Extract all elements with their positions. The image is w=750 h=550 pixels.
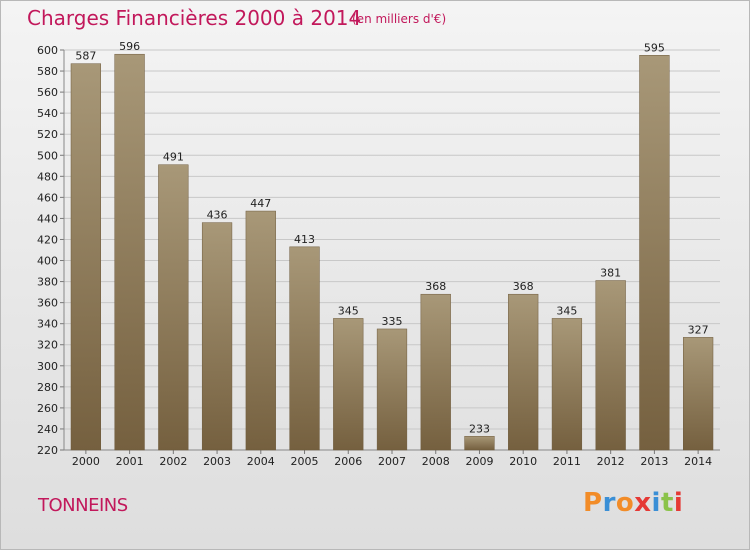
- y-tick-label: 380: [37, 276, 58, 289]
- value-label-2001: 596: [119, 40, 140, 53]
- y-tick-label: 320: [37, 339, 58, 352]
- y-tick-label: 560: [37, 86, 58, 99]
- value-label-2013: 595: [644, 41, 665, 54]
- y-tick-label: 360: [37, 297, 58, 310]
- x-tick-label-2003: 2003: [203, 455, 231, 468]
- value-label-2012: 381: [600, 267, 621, 280]
- labels: 220 240 260 280 300 320 340 360 380 400 420 440 460 4…: [37, 40, 712, 468]
- bar-2008: [420, 293, 451, 451]
- bar-2014: [683, 337, 714, 451]
- y-tick-label: 280: [37, 381, 58, 394]
- y-tick-label: 520: [37, 128, 58, 141]
- logo-letter: i: [651, 488, 661, 518]
- x-tick-label-2002: 2002: [159, 455, 187, 468]
- x-tick-label-2006: 2006: [334, 455, 362, 468]
- x-tick-label-2013: 2013: [640, 455, 668, 468]
- x-tick-label-2014: 2014: [684, 455, 712, 468]
- logo-letter: x: [634, 488, 652, 518]
- bar-2011: [551, 318, 583, 451]
- y-tick-label: 480: [37, 170, 58, 183]
- y-tick-label: 540: [37, 107, 58, 120]
- x-tick-label-2000: 2000: [72, 455, 100, 468]
- y-tick-label: 260: [37, 402, 58, 415]
- value-label-2006: 345: [338, 304, 359, 317]
- bar-2004: [245, 210, 276, 451]
- bar-2003: [201, 222, 233, 451]
- proxiti-logo[interactable]: Proxiti: [583, 488, 683, 518]
- bar-2005: [289, 246, 320, 451]
- y-tick-label: 460: [37, 191, 58, 204]
- bar-2002: [158, 164, 189, 451]
- y-tick-label: 440: [37, 212, 58, 225]
- logo-letter: r: [602, 488, 616, 518]
- value-label-2014: 327: [688, 323, 709, 336]
- y-tick-label: 500: [37, 149, 58, 162]
- bar-2001: [114, 53, 145, 451]
- x-tick-label-2008: 2008: [422, 455, 450, 468]
- logo-letter: P: [583, 488, 603, 518]
- x-tick-label-2010: 2010: [509, 455, 537, 468]
- y-tick-label: 580: [37, 65, 58, 78]
- value-label-2007: 335: [382, 315, 403, 328]
- bar-2000: [70, 63, 101, 451]
- bar-2006: [333, 318, 364, 451]
- logo-letter: t: [660, 488, 674, 518]
- x-tick-label-2004: 2004: [247, 455, 275, 468]
- chart-subtitle: (en milliers d'€): [352, 12, 447, 26]
- x-tick-label-2011: 2011: [553, 455, 581, 468]
- value-label-2004: 447: [250, 197, 271, 210]
- value-label-2005: 413: [294, 233, 315, 246]
- x-tick-label-2007: 2007: [378, 455, 406, 468]
- town-name: TONNEINS: [38, 495, 128, 516]
- y-tick-label: 400: [37, 255, 58, 268]
- chart-title: Charges Financières 2000 à 2014: [27, 6, 362, 30]
- value-label-2003: 436: [207, 209, 228, 222]
- y-tick-label: 220: [37, 444, 58, 457]
- bar-2010: [508, 293, 539, 451]
- y-tick-label: 420: [37, 233, 58, 246]
- logo-letter: o: [615, 488, 635, 518]
- bar-2013: [639, 55, 670, 451]
- y-tick-label: 240: [37, 423, 58, 436]
- value-label-2011: 345: [556, 304, 577, 317]
- logo-letter: i: [673, 488, 684, 518]
- bar-2009: [464, 436, 495, 451]
- value-label-2008: 368: [425, 280, 446, 293]
- x-tick-label-2001: 2001: [116, 455, 144, 468]
- value-label-2002: 491: [163, 151, 184, 164]
- value-label-2009: 233: [469, 422, 490, 435]
- value-label-2010: 368: [513, 280, 534, 293]
- bar-2012: [595, 280, 626, 451]
- x-tick-label-2012: 2012: [597, 455, 625, 468]
- x-tick-label-2009: 2009: [465, 455, 493, 468]
- value-label-2000: 587: [75, 50, 96, 63]
- bar-2007: [376, 328, 408, 451]
- y-tick-label: 340: [37, 318, 58, 331]
- y-tick-label: 600: [37, 44, 58, 57]
- y-tick-label: 300: [37, 360, 58, 373]
- bars: [70, 53, 714, 451]
- x-tick-label-2005: 2005: [291, 455, 319, 468]
